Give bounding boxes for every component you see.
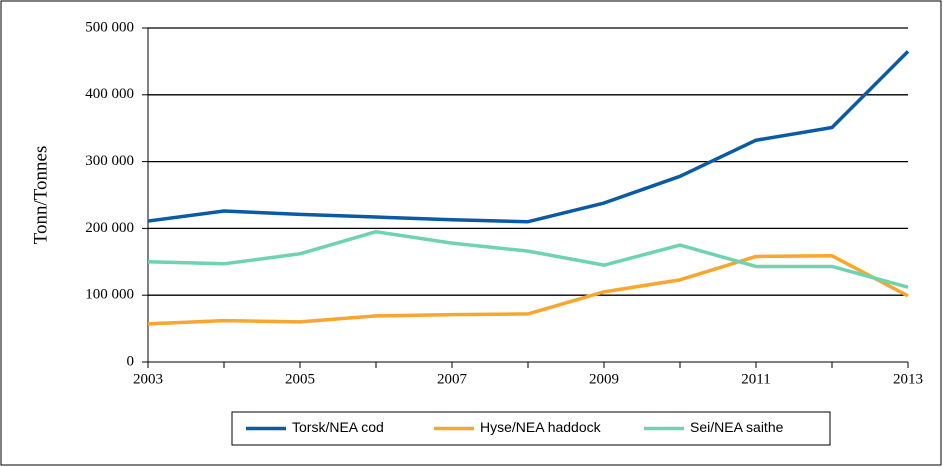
y-tick-label: 200 000 <box>85 220 134 236</box>
series-line <box>147 254 909 326</box>
y-axis-label: Tonn/Tonnes <box>30 146 51 245</box>
x-tick-label: 2009 <box>589 371 619 387</box>
y-tick-label: 500 000 <box>85 19 134 35</box>
series-line <box>147 50 910 224</box>
y-tick-label: 300 000 <box>85 153 134 169</box>
x-tick-label: 2003 <box>133 371 163 387</box>
legend-label: Sei/NEA saithe <box>690 419 784 435</box>
x-tick-label: 2007 <box>437 371 468 387</box>
y-tick-label: 400 000 <box>85 86 134 102</box>
x-tick-label: 2011 <box>741 371 770 387</box>
y-tick-label: 0 <box>127 353 135 369</box>
x-tick-label: 2013 <box>893 371 923 387</box>
legend-label: Torsk/NEA cod <box>292 419 384 435</box>
legend-box <box>231 411 831 446</box>
y-tick-label: 100 000 <box>85 287 134 303</box>
legend-label: Hyse/NEA haddock <box>480 419 602 435</box>
series-line <box>147 229 909 289</box>
x-tick-label: 2005 <box>285 371 315 387</box>
